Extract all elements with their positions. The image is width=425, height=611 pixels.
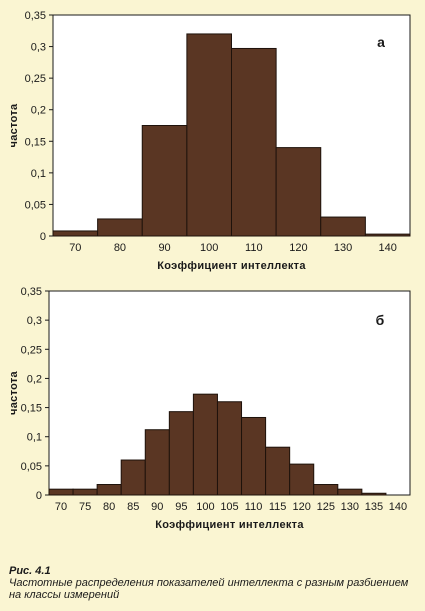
y-tick-label: 0,05 xyxy=(21,461,42,473)
y-tick-label: 0,2 xyxy=(27,373,42,385)
x-tick-label: 85 xyxy=(127,501,139,513)
y-tick-label: 0,25 xyxy=(21,344,42,356)
y-tick-label: 0,1 xyxy=(31,168,46,180)
histogram-bar xyxy=(241,416,267,496)
figure-caption-text: Частотные распределения показателей инте… xyxy=(9,577,409,601)
histogram-a: 0 0,05 0,1 0,15 0,2 0,25 0,3 0,35 70 80 90 100 110 12… xyxy=(8,10,411,272)
histogram-bar xyxy=(265,446,291,496)
histogram-bar xyxy=(275,147,322,237)
histogram-bar xyxy=(364,233,411,237)
x-tick-label: 140 xyxy=(389,501,407,513)
histogram-bar xyxy=(192,393,218,496)
x-tick-label: 120 xyxy=(289,242,307,254)
y-tick-label: 0,35 xyxy=(21,286,42,298)
histogram-bar xyxy=(289,463,315,496)
histogram-bar xyxy=(48,488,74,496)
histogram-b: 0 0,05 0,1 0,15 0,2 0,25 0,3 0,35 70 75 80 85 90 95 10… xyxy=(8,286,411,531)
y-tick-label: 0,3 xyxy=(31,42,46,54)
y-tick-label: 0,25 xyxy=(25,73,46,85)
x-tick-label: 80 xyxy=(103,501,115,513)
figure-number: Рис. 4.1 xyxy=(9,565,51,577)
histogram-bar xyxy=(337,488,363,496)
x-tick-label: 130 xyxy=(341,501,359,513)
x-tick-label: 120 xyxy=(293,501,311,513)
figure-caption: Рис. 4.1 Частотные распределения показат… xyxy=(9,565,419,601)
x-tick-label: 80 xyxy=(114,242,126,254)
histogram-bar xyxy=(231,47,277,237)
y-tick-label: 0,35 xyxy=(25,10,46,22)
y-tick-label: 0 xyxy=(36,490,42,502)
histogram-bar xyxy=(216,401,243,496)
x-tick-label: 105 xyxy=(220,501,238,513)
histogram-bar xyxy=(72,488,98,496)
histogram-bar xyxy=(320,216,366,237)
panel-label: б xyxy=(376,312,385,328)
y-tick-label: 0,05 xyxy=(25,199,46,211)
y-tick-label: 0,15 xyxy=(25,136,46,148)
x-tick-label: 110 xyxy=(245,501,263,513)
x-tick-label: 100 xyxy=(200,242,218,254)
x-tick-label: 95 xyxy=(175,501,187,513)
histogram-bar xyxy=(97,218,143,237)
histogram-bar xyxy=(361,492,387,496)
y-tick-label: 0,3 xyxy=(27,315,42,327)
y-axis-label: частота xyxy=(8,370,20,414)
histogram-bar xyxy=(313,484,339,496)
histogram-bar xyxy=(52,230,99,237)
x-tick-label: 140 xyxy=(379,242,397,254)
x-axis-label: Коэффициент интеллекта xyxy=(155,519,304,531)
histogram-bar xyxy=(141,125,188,237)
x-tick-label: 90 xyxy=(158,242,170,254)
x-tick-label: 100 xyxy=(196,501,214,513)
x-tick-label: 130 xyxy=(334,242,352,254)
x-tick-label: 115 xyxy=(269,501,287,513)
x-axis-label: Коэффициент интеллекта xyxy=(157,260,306,272)
histogram-bar xyxy=(144,429,170,496)
y-tick-label: 0,1 xyxy=(27,432,42,444)
y-tick-label: 0,2 xyxy=(31,105,46,117)
x-tick-label: 75 xyxy=(79,501,91,513)
y-tick-label: 0,15 xyxy=(21,403,42,415)
x-tick-label: 70 xyxy=(55,501,67,513)
x-tick-label: 135 xyxy=(365,501,383,513)
histogram-bar xyxy=(96,484,122,496)
y-tick-label: 0 xyxy=(40,231,46,243)
histogram-bar xyxy=(120,459,146,496)
histogram-bar xyxy=(168,411,194,496)
x-tick-label: 125 xyxy=(317,501,335,513)
y-axis-label: частота xyxy=(8,103,20,147)
histogram-bar xyxy=(186,33,232,237)
x-tick-label: 90 xyxy=(151,501,163,513)
x-tick-label: 110 xyxy=(245,242,263,254)
x-tick-label: 70 xyxy=(69,242,81,254)
panel-label: а xyxy=(377,34,385,50)
